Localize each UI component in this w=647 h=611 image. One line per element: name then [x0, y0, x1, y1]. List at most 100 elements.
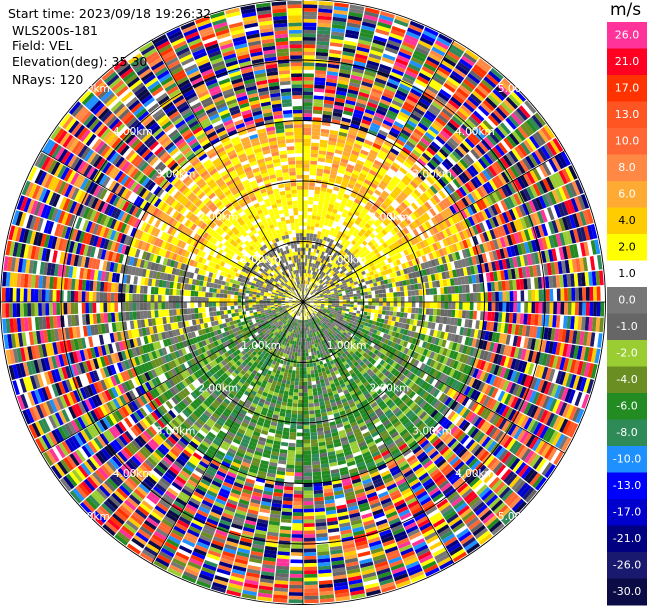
velocity-gate [495, 292, 499, 302]
velocity-gate [290, 425, 296, 429]
velocity-gate [339, 300, 343, 302]
velocity-gate [553, 302, 557, 314]
velocity-gate [309, 403, 314, 407]
velocity-gate [303, 375, 307, 379]
velocity-gate [304, 494, 314, 498]
velocity-gate [589, 302, 593, 316]
velocity-gate [303, 150, 310, 154]
velocity-gate [356, 313, 360, 317]
velocity-gate [292, 520, 303, 524]
velocity-gate [586, 302, 590, 316]
velocity-gate [303, 233, 306, 237]
velocity-gate [304, 527, 315, 531]
velocity-gate [462, 285, 466, 293]
velocity-gate [371, 309, 375, 313]
velocity-gate [311, 370, 315, 374]
velocity-gate [296, 447, 303, 451]
velocity-gate [353, 294, 357, 297]
velocity-gate [346, 295, 350, 298]
velocity-gate [306, 360, 309, 364]
velocity-gate [466, 311, 470, 319]
velocity-gate [466, 285, 470, 293]
velocity-gate [379, 294, 383, 298]
velocity-gate [571, 288, 575, 301]
velocity-gate [304, 273, 306, 277]
velocity-gate [308, 211, 313, 215]
velocity-gate [378, 285, 382, 289]
velocity-gate [294, 487, 303, 491]
velocity-gate [304, 534, 315, 538]
velocity-gate [368, 302, 372, 305]
velocity-gate [297, 418, 303, 422]
velocity-gate [303, 182, 309, 186]
velocity-gate [303, 219, 307, 223]
velocity-gate [313, 472, 322, 476]
velocity-gate [437, 288, 441, 295]
velocity-gate [294, 392, 299, 396]
velocity-gate [291, 545, 303, 549]
velocity-gate [332, 304, 336, 306]
velocity-gate [311, 439, 318, 443]
velocity-gate [306, 251, 309, 255]
velocity-gate [455, 302, 459, 310]
velocity-gate [290, 563, 303, 567]
velocity-gate [304, 516, 315, 520]
velocity-gate [303, 70, 314, 74]
velocity-gate [303, 244, 306, 248]
velocity-gate [393, 307, 397, 312]
velocity-gate [296, 440, 303, 444]
velocity-gate [307, 371, 311, 375]
velocity-gate [314, 230, 318, 234]
velocity-gate [372, 302, 376, 306]
velocity-gate [407, 313, 411, 319]
velocity-gate [401, 307, 405, 312]
velocity-gate [404, 313, 408, 318]
velocity-gate [313, 114, 322, 118]
velocity-gate [382, 310, 386, 314]
velocity-gate [304, 574, 317, 578]
velocity-gate [291, 549, 303, 553]
velocity-gate [303, 1, 318, 5]
velocity-gate [304, 418, 310, 422]
velocity-gate [462, 310, 466, 318]
velocity-gate [303, 102, 313, 106]
velocity-gate [336, 304, 340, 306]
velocity-gate [412, 302, 416, 307]
velocity-gate [297, 425, 303, 429]
velocity-gate [408, 296, 412, 301]
velocity-gate [307, 259, 309, 263]
velocity-gate [303, 215, 307, 219]
velocity-gate [307, 230, 311, 234]
velocity-gate [305, 259, 307, 263]
velocity-gate [303, 113, 312, 117]
velocity-gate [308, 345, 311, 349]
velocity-gate [304, 559, 317, 563]
velocity-gate [294, 494, 303, 498]
velocity-gate [312, 385, 317, 389]
velocity-gate [447, 286, 451, 293]
velocity-gate [312, 457, 320, 461]
velocity-gate [448, 294, 452, 301]
velocity-gate [291, 552, 303, 556]
velocity-gate [458, 285, 462, 293]
velocity-gate [356, 311, 360, 314]
velocity-gate [303, 382, 307, 386]
velocity-gate [304, 581, 318, 585]
velocity-gate [300, 367, 303, 371]
velocity-gate [309, 179, 315, 183]
velocity-gate [488, 302, 492, 311]
velocity-gate [303, 338, 305, 342]
velocity-gate [426, 302, 430, 308]
velocity-gate [553, 289, 557, 301]
velocity-gate [299, 382, 303, 386]
velocity-gate [528, 290, 532, 301]
velocity-gate [310, 175, 316, 179]
velocity-gate [444, 294, 448, 301]
velocity-gate [305, 331, 307, 335]
velocity-gate [307, 378, 311, 382]
velocity-gate [297, 360, 300, 364]
velocity-gate [378, 310, 382, 314]
velocity-gate [290, 559, 303, 563]
velocity-gate [356, 287, 360, 291]
